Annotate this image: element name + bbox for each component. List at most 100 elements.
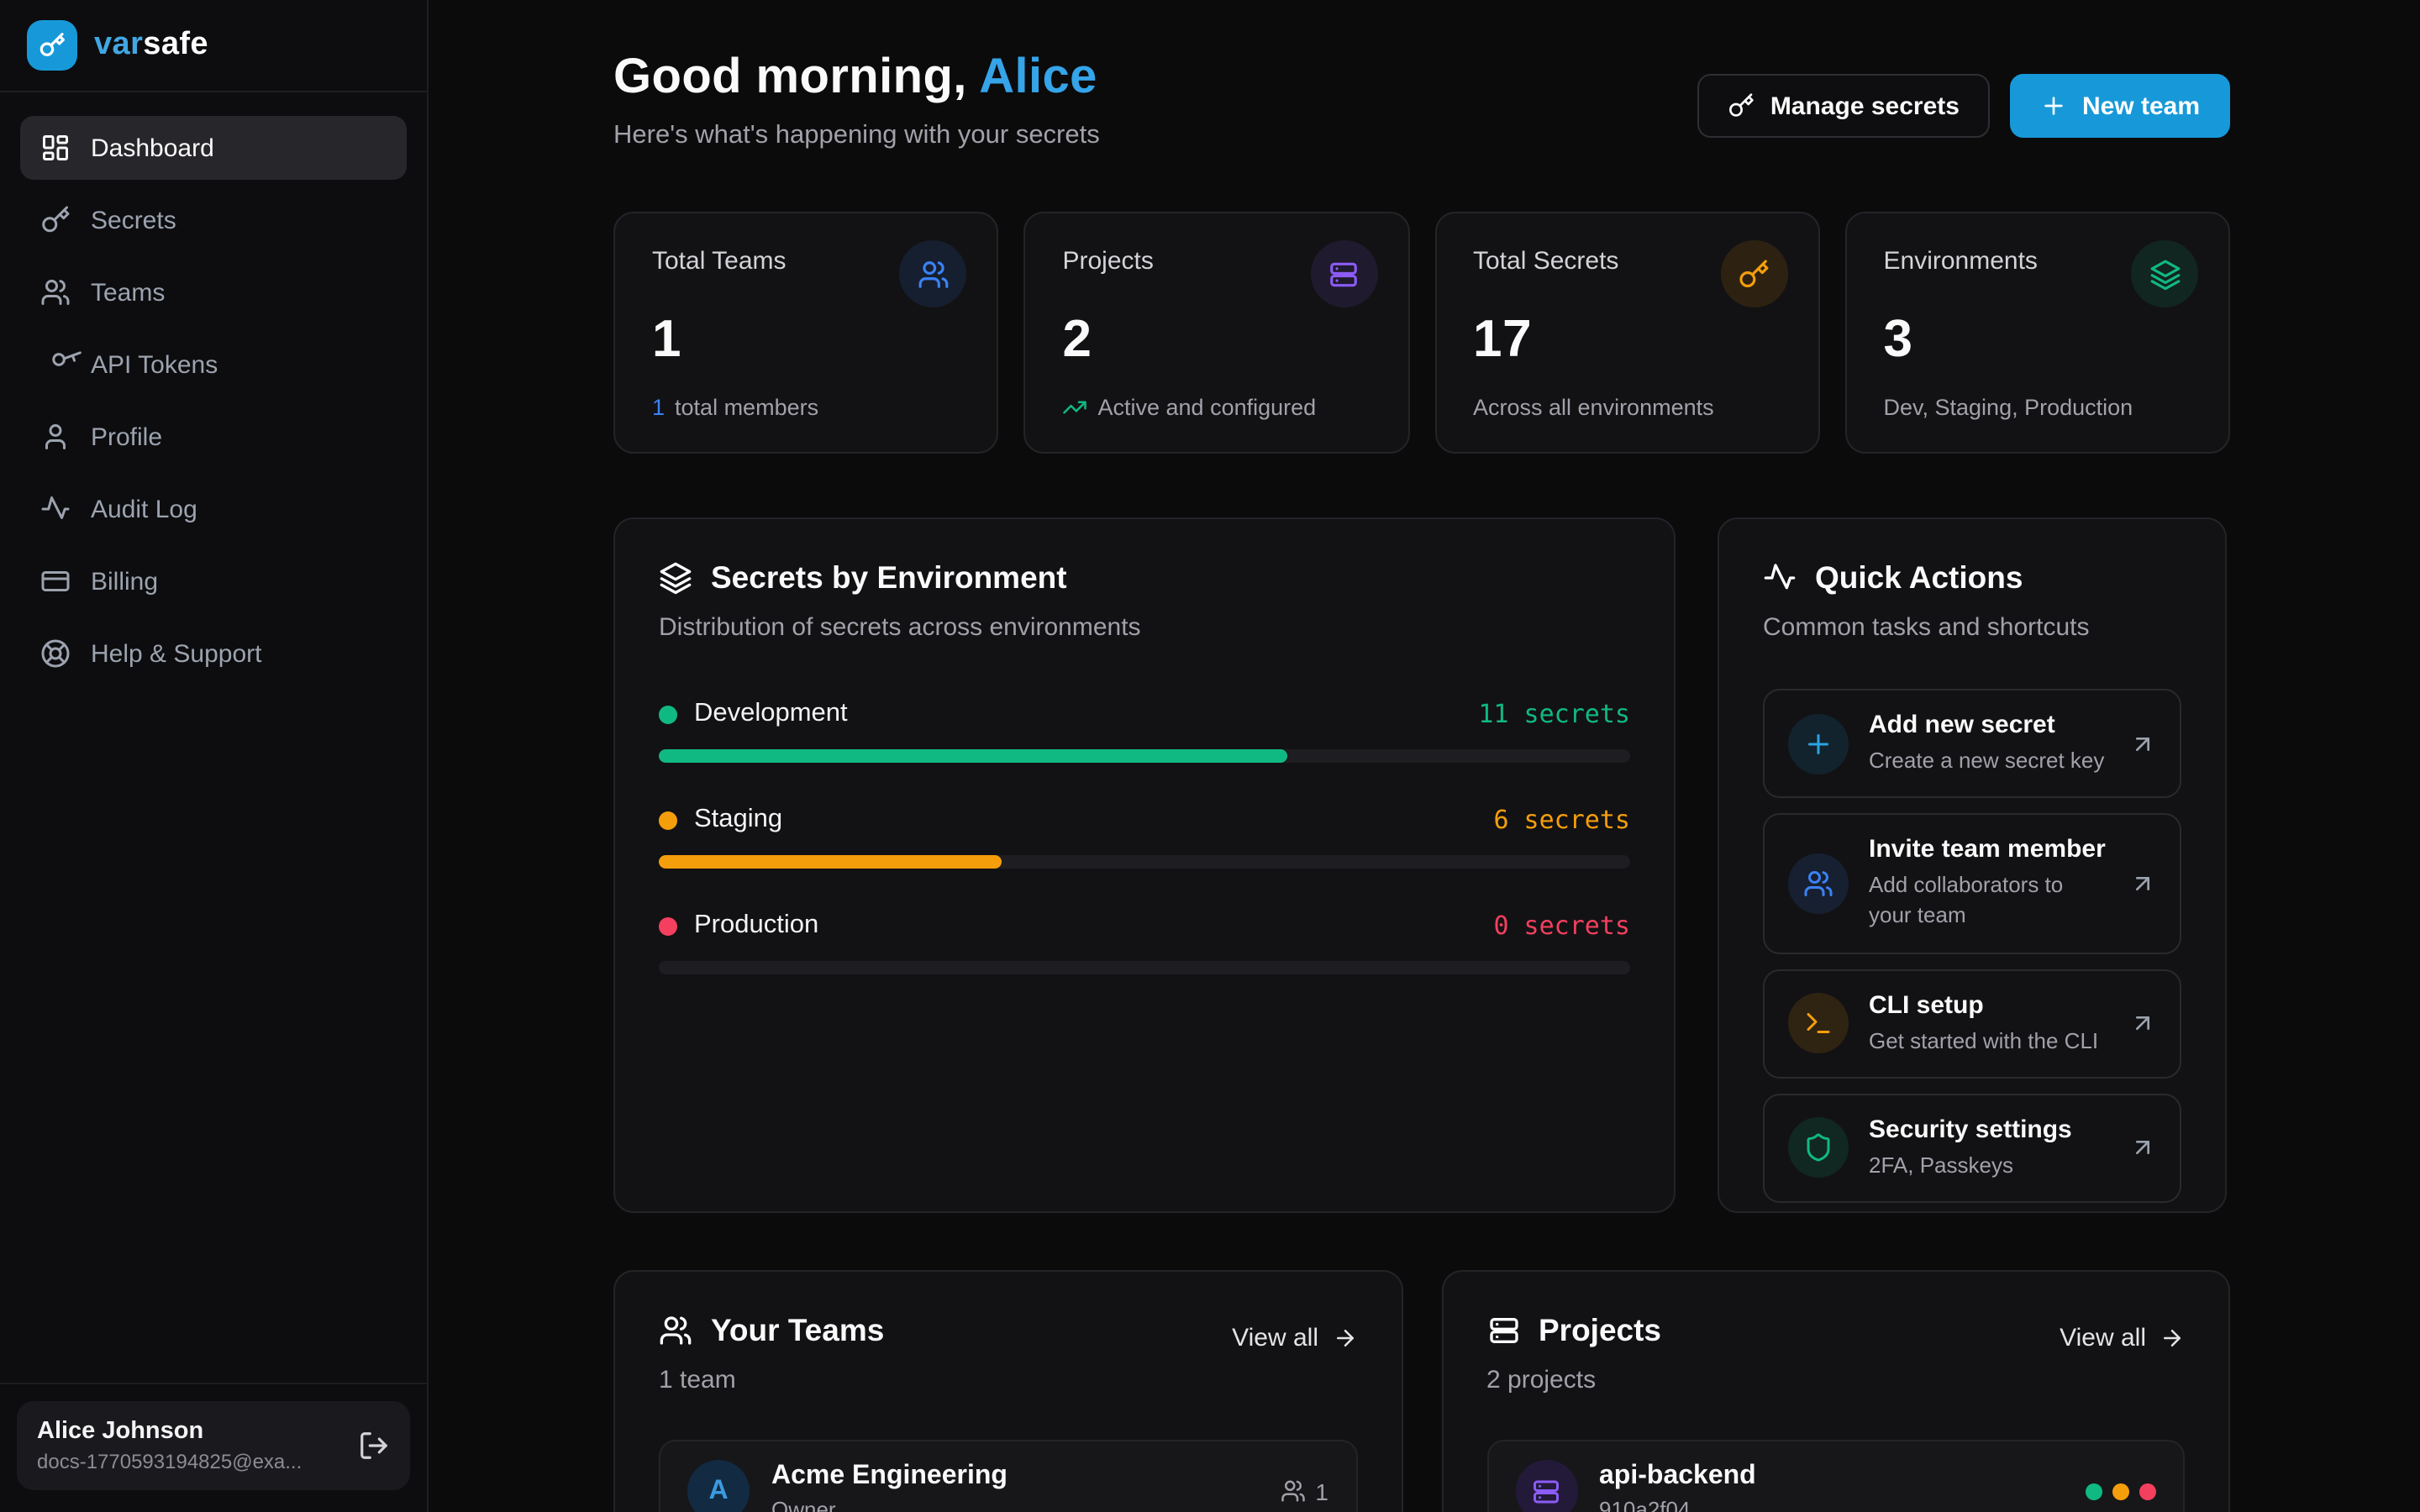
quick-actions-list: Add new secret Create a new secret key I… [1763, 689, 2181, 1203]
staging-dot [659, 811, 677, 829]
layers-icon [2131, 240, 2198, 307]
brand-name: varsafe [94, 27, 208, 64]
key-icon [39, 32, 66, 59]
api-key-icon [40, 349, 71, 380]
activity-icon [1763, 561, 1797, 595]
teams-view-all-link[interactable]: View all [1232, 1324, 1357, 1352]
stat-value: 1 [652, 309, 960, 370]
varsafe-logo[interactable] [27, 20, 77, 71]
sidebar-item-label: API Tokens [91, 350, 218, 379]
stat-caption-text: Dev, Staging, Production [1884, 395, 2133, 420]
teams-card-header: Your Teams 1 team View all [659, 1312, 1357, 1394]
env-distribution: Development 11 secrets Staging 6 secrets [659, 699, 1630, 974]
teams-card-subtitle: 1 team [659, 1366, 884, 1394]
sidebar-item-teams[interactable]: Teams [20, 260, 407, 324]
stat-value: 17 [1473, 309, 1781, 370]
server-icon [1310, 240, 1377, 307]
sidebar-item-audit-log[interactable]: Audit Log [20, 477, 407, 541]
stat-value: 3 [1884, 309, 2192, 370]
stat-caption: Across all environments [1473, 395, 1781, 420]
page-title: Good morning, Alice [613, 50, 1100, 106]
quick-action-cli-setup[interactable]: CLI setup Get started with the CLI [1763, 969, 2181, 1078]
sidebar-header: varsafe [0, 0, 427, 92]
arrow-up-right-icon [2129, 1010, 2156, 1037]
quick-action-title: Security settings [1869, 1116, 2072, 1144]
sidebar-footer: Alice Johnson docs-1770593194825@exa... [0, 1383, 427, 1512]
sidebar-item-label: Billing [91, 567, 158, 596]
quick-action-title: Invite team member [1869, 835, 2109, 864]
quick-action-invite-team-member[interactable]: Invite team member Add collaborators to … [1763, 813, 2181, 953]
sidebar-item-secrets[interactable]: Secrets [20, 188, 407, 252]
logout-icon[interactable] [358, 1430, 390, 1462]
credit-card-icon [40, 566, 71, 596]
project-env-status-dots [2086, 1483, 2156, 1499]
brand-prefix: var [94, 27, 143, 62]
project-row-api-backend[interactable]: api-backend 910a2f04 [1486, 1440, 2185, 1512]
production-bar-track [659, 961, 1630, 974]
projects-card: Projects 2 projects View all api-backend… [1441, 1270, 2230, 1512]
staging-bar-fill [659, 855, 1002, 869]
quick-actions-header: Quick Actions [1763, 559, 2181, 596]
middle-row: Secrets by Environment Distribution of s… [613, 517, 2230, 1213]
projects-view-all-link[interactable]: View all [2060, 1324, 2185, 1352]
activity-icon [40, 494, 71, 524]
production-dot [659, 916, 677, 935]
stat-caption-text: Across all environments [1473, 395, 1714, 420]
env-name: Staging [694, 805, 782, 835]
sidebar-item-label: Help & Support [91, 639, 261, 668]
new-team-button[interactable]: New team [2010, 74, 2230, 138]
quick-actions-card: Quick Actions Common tasks and shortcuts… [1718, 517, 2227, 1213]
sidebar: varsafe Dashboard Secrets Teams API Toke… [0, 0, 429, 1512]
project-icon [1515, 1460, 1577, 1512]
quick-action-desc: Add collaborators to your team [1869, 870, 2109, 932]
trending-up-icon [1063, 395, 1088, 420]
layers-icon [659, 561, 692, 595]
env-count: 0 secrets [1493, 911, 1630, 941]
projects-card-subtitle: 2 projects [1486, 1366, 1661, 1394]
page-header: Good morning, Alice Here's what's happen… [613, 50, 2230, 151]
user-info: Alice Johnson docs-1770593194825@exa... [37, 1418, 302, 1473]
varsafe-dashboard: varsafe Dashboard Secrets Teams API Toke… [0, 0, 2420, 1512]
env-count: 11 secrets [1478, 699, 1630, 729]
quick-action-security-settings[interactable]: Security settings 2FA, Passkeys [1763, 1094, 2181, 1203]
env-row-staging: Staging 6 secrets [659, 805, 1630, 869]
user-card[interactable]: Alice Johnson docs-1770593194825@exa... [17, 1401, 410, 1490]
env-card-header: Secrets by Environment [659, 559, 1630, 596]
users-icon [900, 240, 967, 307]
sidebar-item-profile[interactable]: Profile [20, 405, 407, 469]
sidebar-item-help-support[interactable]: Help & Support [20, 622, 407, 685]
your-teams-card: Your Teams 1 team View all A Acme Engine… [613, 1270, 1402, 1512]
status-dot-orange [2112, 1483, 2129, 1499]
life-buoy-icon [40, 638, 71, 669]
sidebar-item-api-tokens[interactable]: API Tokens [20, 333, 407, 396]
stats-row: Total Teams 1 1 total members Projects 2… [613, 212, 2230, 454]
greeting-name: Alice [979, 50, 1097, 104]
page-subtitle: Here's what's happening with your secret… [613, 121, 1100, 151]
env-count: 6 secrets [1493, 805, 1630, 835]
team-row-acme-engineering[interactable]: A Acme Engineering Owner 1 [659, 1440, 1357, 1512]
sidebar-item-dashboard[interactable]: Dashboard [20, 116, 407, 180]
user-icon [40, 422, 71, 452]
bottom-row: Your Teams 1 team View all A Acme Engine… [613, 1270, 2230, 1512]
user-email: docs-1770593194825@exa... [37, 1450, 302, 1473]
arrow-up-right-icon [2129, 870, 2156, 897]
key-icon [1721, 240, 1788, 307]
env-name: Production [694, 911, 818, 941]
teams-card-title: Your Teams [711, 1312, 884, 1349]
env-row-development: Development 11 secrets [659, 699, 1630, 763]
projects-card-title: Projects [1539, 1312, 1661, 1349]
manage-secrets-button[interactable]: Manage secrets [1698, 74, 1990, 138]
quick-actions-title: Quick Actions [1815, 559, 2023, 596]
team-avatar: A [687, 1460, 750, 1512]
development-bar-track [659, 749, 1630, 763]
arrow-up-right-icon [2129, 1135, 2156, 1162]
sidebar-item-billing[interactable]: Billing [20, 549, 407, 613]
project-id: 910a2f04 [1599, 1496, 1756, 1512]
manage-secrets-label: Manage secrets [1770, 92, 1960, 120]
quick-action-add-new-secret[interactable]: Add new secret Create a new secret key [1763, 689, 2181, 798]
sidebar-item-label: Teams [91, 278, 165, 307]
sidebar-nav: Dashboard Secrets Teams API Tokens Profi… [0, 92, 427, 717]
team-member-count: 1 [1280, 1478, 1328, 1504]
header-actions: Manage secrets New team [1698, 74, 2230, 138]
env-card-subtitle: Distribution of secrets across environme… [659, 613, 1630, 642]
